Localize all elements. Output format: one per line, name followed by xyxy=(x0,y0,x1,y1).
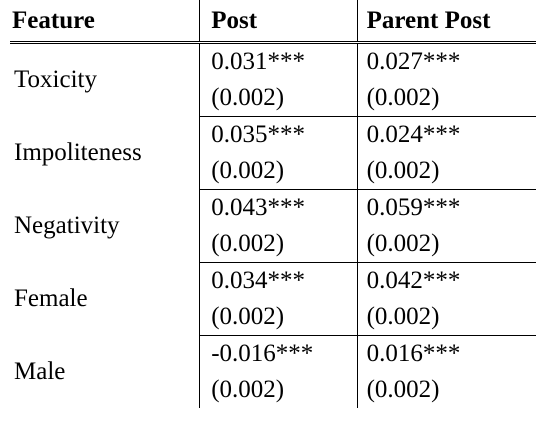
parent-se: (0.002) xyxy=(356,372,536,408)
post-se: (0.002) xyxy=(199,299,358,336)
feature-label: Negativity xyxy=(14,212,120,239)
post-se: (0.002) xyxy=(199,372,358,408)
post-se: (0.002) xyxy=(199,153,358,190)
parent-se: (0.002) xyxy=(356,80,536,117)
feature-label: Toxicity xyxy=(14,66,97,94)
post-coef: 0.035*** xyxy=(199,116,358,153)
table-row: Toxicity 0.031*** 0.027*** xyxy=(10,42,536,93)
parent-coef: 0.059*** xyxy=(356,189,536,226)
parent-se: (0.002) xyxy=(356,226,536,263)
table-row: (0.002) (0.002) xyxy=(10,80,536,117)
parent-coef: 0.016*** xyxy=(356,335,536,372)
parent-coef: 0.042*** xyxy=(356,262,536,299)
table-row: (0.002) (0.002) xyxy=(10,372,536,408)
table-row: Female 0.034*** 0.042*** xyxy=(10,262,536,312)
feature-label: Impoliteness xyxy=(14,139,142,166)
post-coef: 0.031*** xyxy=(199,42,358,80)
header-row: Feature Post Parent Post xyxy=(10,0,536,43)
parent-se: (0.002) xyxy=(356,153,536,190)
table-row: (0.002) (0.002) xyxy=(10,226,536,263)
feature-label: Female xyxy=(14,285,88,312)
table-row: Impoliteness 0.035*** 0.024*** xyxy=(10,116,536,166)
post-se: (0.002) xyxy=(199,80,358,117)
header-post: Post xyxy=(199,0,358,43)
results-table: Feature Post Parent Post Toxicity 0.031*… xyxy=(10,0,536,408)
post-se: (0.002) xyxy=(199,226,358,263)
post-coef: -0.016*** xyxy=(199,335,358,372)
post-coef: 0.034*** xyxy=(199,262,358,299)
table-row: Male -0.016*** 0.016*** xyxy=(10,335,536,385)
table-row: Negativity 0.043*** 0.059*** xyxy=(10,189,536,239)
parent-se: (0.002) xyxy=(356,299,536,336)
parent-coef: 0.027*** xyxy=(356,42,536,80)
feature-label: Male xyxy=(14,357,66,385)
post-coef: 0.043*** xyxy=(199,189,358,226)
header-parent-post: Parent Post xyxy=(356,0,536,43)
header-feature: Feature xyxy=(12,7,95,34)
parent-coef: 0.024*** xyxy=(356,116,536,153)
